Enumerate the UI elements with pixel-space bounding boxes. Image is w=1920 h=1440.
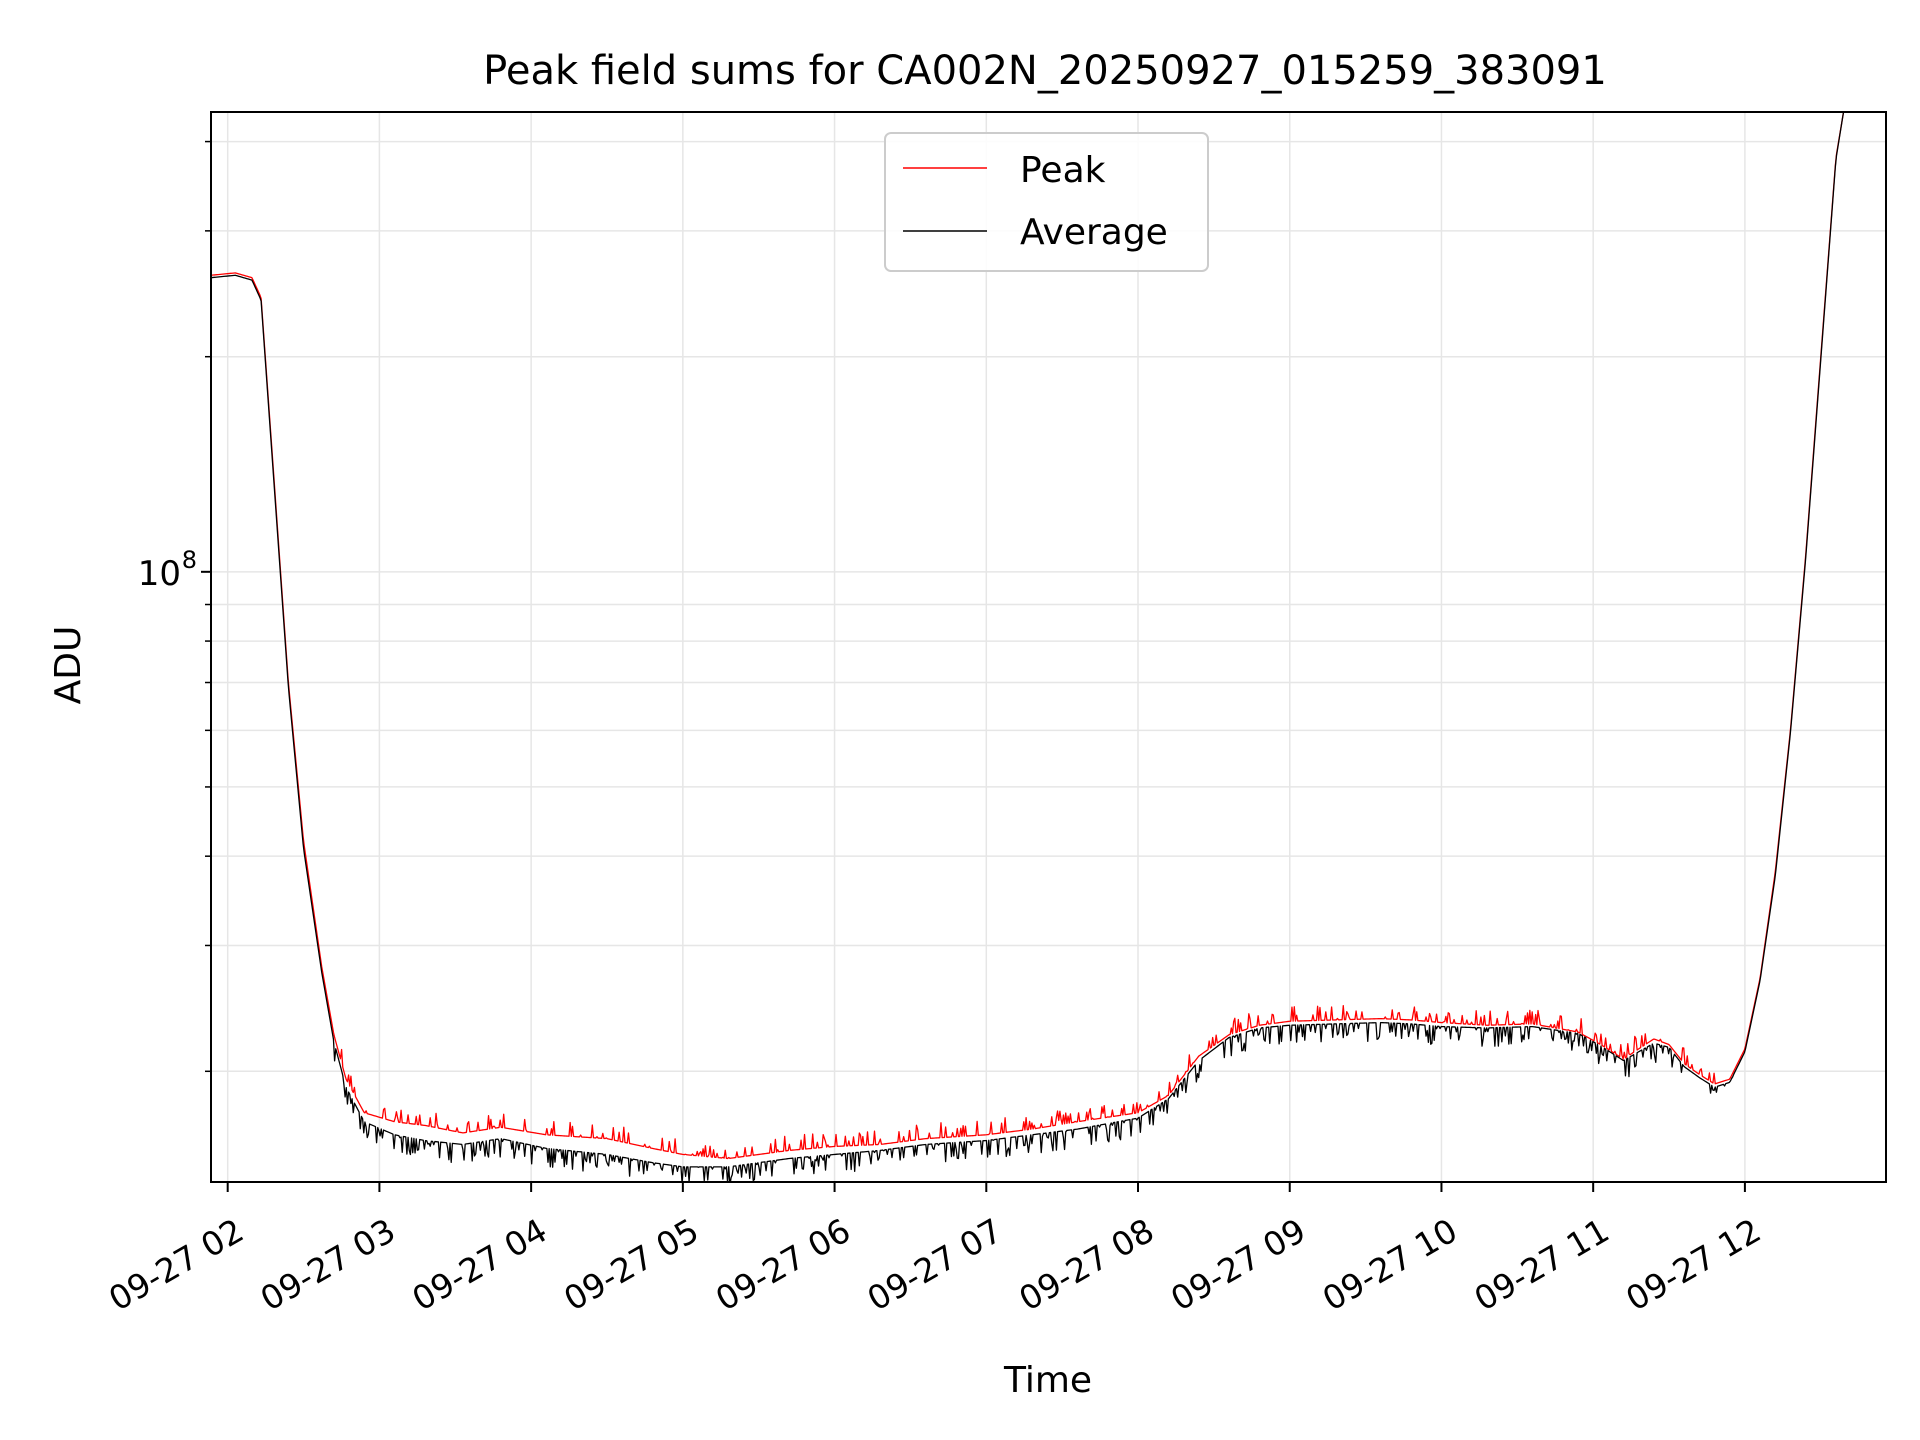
series-line-peak — [211, 112, 1845, 1160]
legend-label-peak: Peak — [1020, 150, 1106, 191]
axes-frame — [210, 111, 1887, 1183]
legend-label-average: Average — [1020, 212, 1168, 253]
y-tick-label-exponent: 8 — [182, 546, 197, 574]
y-axis-label: ADU — [48, 626, 89, 705]
x-axis-label: Time — [1003, 1360, 1092, 1401]
series-line-average — [211, 112, 1845, 1182]
y-tick-label: 10 — [138, 554, 181, 594]
legend: Peak Average — [884, 132, 1209, 272]
plot-area — [211, 112, 1845, 1182]
chart-title: Peak field sums for CA002N_20250927_0152… — [483, 48, 1607, 94]
